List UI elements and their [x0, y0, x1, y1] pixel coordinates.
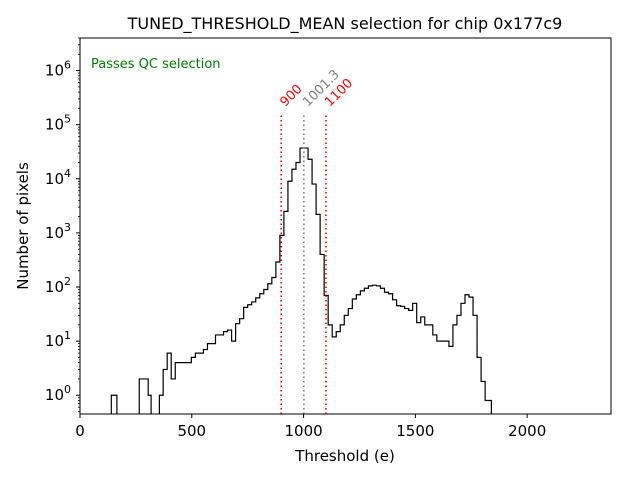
y-tick-label: 106	[45, 59, 71, 80]
y-tick-label: 101	[45, 329, 71, 350]
histogram-step	[158, 147, 492, 414]
plot-frame	[79, 37, 612, 415]
x-axis-label: Threshold (e)	[294, 447, 395, 465]
chart-title: TUNED_THRESHOLD_MEAN selection for chip …	[127, 14, 563, 34]
x-tick-label: 2000	[508, 422, 546, 440]
x-tick-label: 1500	[396, 422, 434, 440]
y-tick-label: 103	[45, 221, 71, 242]
x-tick-label: 500	[177, 422, 206, 440]
y-tick-label: 100	[45, 383, 71, 404]
y-tick-label: 102	[45, 275, 71, 296]
qc-annotation: Passes QC selection	[91, 57, 221, 72]
x-tick-label: 0	[75, 422, 85, 440]
y-axis-label: Number of pixels	[14, 162, 32, 290]
x-tick-label: 1000	[284, 422, 322, 440]
y-tick-label: 105	[45, 113, 71, 134]
y-tick-label: 104	[45, 167, 71, 188]
lower-cut-label: 900	[277, 82, 305, 110]
histogram-step	[138, 378, 152, 414]
histogram-step	[110, 394, 118, 414]
